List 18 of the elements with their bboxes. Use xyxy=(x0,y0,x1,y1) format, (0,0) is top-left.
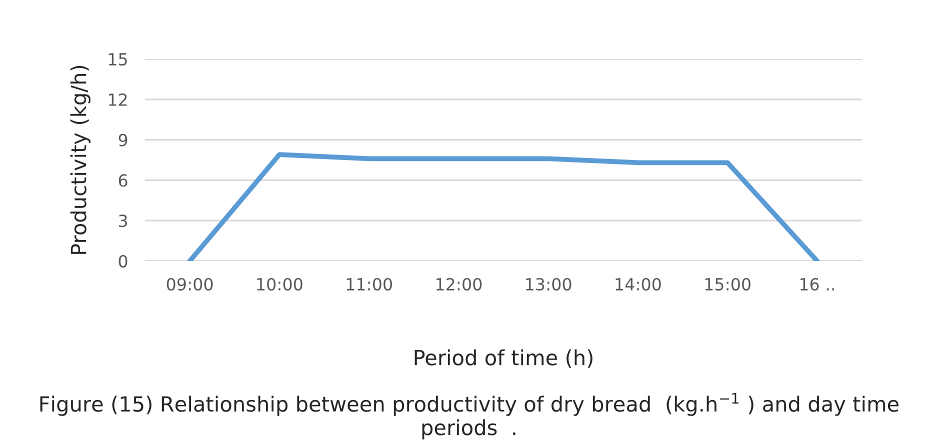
y-tick-label: 9 xyxy=(118,134,128,146)
line-series xyxy=(187,152,820,261)
y-tick-label: 15 xyxy=(108,53,127,66)
x-tick-label: 14:00 xyxy=(616,278,661,291)
x-tick-label: 10:00 xyxy=(257,278,302,291)
y-axis-title: Productivity (kg/h) xyxy=(70,66,90,254)
y-tick-label: 3 xyxy=(119,214,127,228)
x-tick-label: 15:00 xyxy=(705,278,750,291)
y-tick-label: 12 xyxy=(108,93,127,106)
y-tick-label: 6 xyxy=(118,174,128,187)
x-axis-title: Period of time (h) xyxy=(414,349,592,368)
text: Figure (15) Relationship between productivity of dry bread (kg.h$^{−1}$ ) and day time periods . xyxy=(40,392,899,440)
x-tick-label: 16 .. xyxy=(800,278,834,291)
x-tick-label: 09:00 xyxy=(166,278,213,291)
y-tick-label: 0 xyxy=(118,254,128,268)
x-tick-label: 12:00 xyxy=(436,278,482,291)
x-tick-label: 13:00 xyxy=(526,278,572,291)
x-tick-label: 11:00 xyxy=(346,278,392,291)
